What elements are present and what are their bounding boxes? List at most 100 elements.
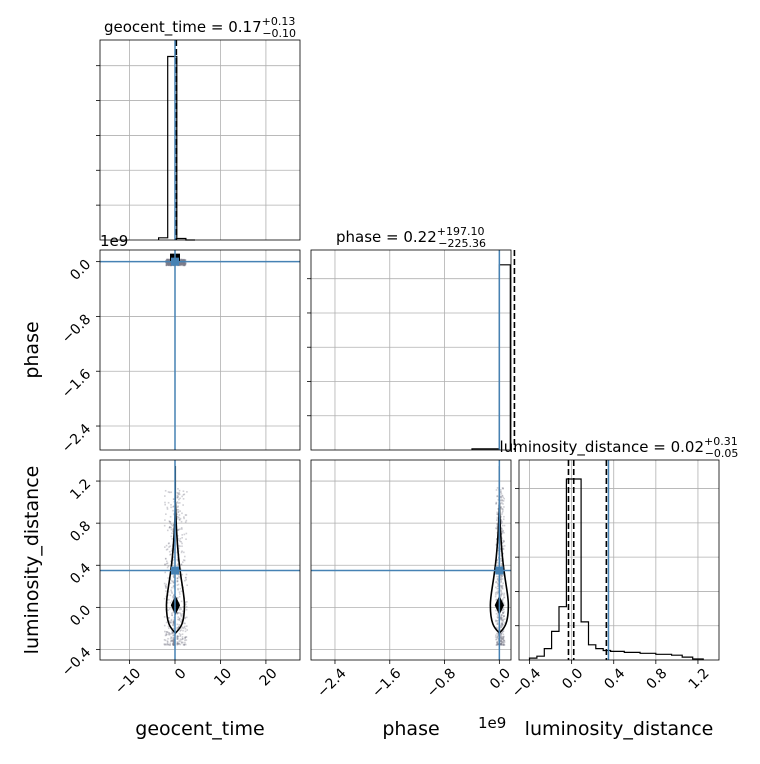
scatter-point	[184, 617, 186, 620]
scatter-point	[166, 631, 169, 633]
scatter-point	[182, 494, 185, 496]
scatter-point	[168, 262, 171, 265]
scatter-point	[180, 527, 183, 529]
scatter-point	[163, 616, 166, 618]
scatter-point	[496, 511, 498, 514]
scatter-point	[500, 581, 502, 584]
scatter-point	[500, 518, 502, 521]
scatter-point	[499, 578, 502, 581]
scatter-point	[164, 558, 167, 560]
panel-grid-0-2	[100, 460, 300, 660]
scatter-point	[180, 262, 182, 264]
scatter-point	[171, 630, 174, 633]
scatter-point	[497, 508, 499, 510]
scatter-point	[500, 563, 503, 565]
scatter-point	[169, 520, 172, 523]
scatter-point	[170, 263, 172, 266]
scatter-point	[179, 587, 182, 590]
scatter-point	[181, 258, 183, 261]
scatter-point	[173, 627, 175, 630]
scatter-point	[176, 577, 179, 579]
scatter-point	[177, 535, 179, 537]
scatter-point	[179, 264, 181, 266]
scatter-point	[172, 498, 175, 500]
scatter-point	[176, 638, 179, 640]
scatter-point	[502, 529, 504, 532]
scatter-point	[496, 582, 499, 584]
scatter-point	[183, 263, 186, 266]
scatter-point	[176, 515, 179, 518]
scatter-point	[182, 263, 185, 266]
scatter-point	[167, 262, 169, 265]
scatter-point	[180, 263, 183, 265]
scatter-point	[181, 259, 183, 261]
scatter-point	[177, 492, 179, 495]
scatter-point	[502, 640, 504, 643]
scatter-point	[173, 638, 175, 640]
scatter-point	[164, 634, 167, 637]
scatter-point	[173, 639, 175, 641]
scatter-point	[494, 636, 497, 638]
scatter-point	[502, 608, 504, 611]
scatter-point	[180, 608, 183, 611]
scatter-point	[501, 495, 504, 497]
scatter-point	[173, 587, 176, 589]
scatter-point	[164, 639, 167, 642]
scatter-point	[166, 262, 169, 264]
scatter-point	[500, 593, 503, 595]
scatter-point	[181, 260, 184, 262]
scatter-point	[502, 503, 504, 505]
scatter-point	[173, 556, 176, 558]
scatter-point	[166, 262, 169, 265]
scatter-point	[186, 629, 189, 631]
scatter-point	[180, 563, 183, 566]
x-tick-label-geocent_time: −10	[112, 665, 144, 697]
scatter-point	[183, 264, 185, 266]
scatter-point	[496, 636, 499, 638]
scatter-point	[503, 515, 505, 518]
scatter-point	[168, 644, 171, 646]
scatter-point	[171, 538, 174, 540]
scatter-point	[168, 521, 171, 523]
scatter-point	[171, 614, 173, 617]
scatter-point	[183, 262, 186, 265]
scatter-point	[180, 629, 182, 631]
title-phase: phase = 0.22+197.10 −225.36	[336, 225, 486, 250]
scatter-point	[170, 264, 172, 267]
x-axis-label-geocent_time: geocent_time	[135, 718, 264, 740]
offset-label-phase-x: 1e9	[478, 714, 506, 732]
scatter-point	[502, 623, 504, 626]
scatter-point	[170, 621, 172, 624]
scatter-point	[182, 262, 185, 265]
scatter-point	[496, 575, 498, 578]
scatter-point	[180, 258, 183, 261]
scatter-point	[182, 261, 184, 264]
y-tick-label-phase: 0.0	[67, 257, 94, 284]
scatter-point	[495, 638, 498, 640]
scatter-point	[176, 642, 179, 645]
scatter-point	[500, 639, 502, 642]
scatter-point	[183, 259, 186, 262]
scatter-point	[503, 596, 506, 599]
scatter-point	[497, 584, 500, 587]
scatter-point	[503, 644, 505, 646]
scatter-point	[178, 617, 181, 620]
scatter-point	[181, 573, 184, 576]
scatter-point	[177, 539, 180, 542]
truth-marker-phase-luminosity_distance	[495, 566, 504, 575]
scatter-point	[501, 575, 503, 578]
scatter-point	[178, 262, 181, 265]
scatter-point	[499, 490, 502, 493]
scatter-point	[185, 636, 188, 638]
scatter-point	[164, 557, 167, 560]
scatter-point	[503, 639, 506, 642]
scatter-point	[172, 636, 175, 639]
scatter-point	[500, 550, 502, 553]
scatter-point	[169, 515, 172, 518]
scatter-point	[165, 262, 168, 265]
scatter-point	[177, 626, 180, 629]
scatter-point	[167, 259, 170, 262]
scatter-point	[497, 637, 499, 640]
scatter-point	[168, 263, 171, 266]
scatter-point	[167, 262, 170, 265]
